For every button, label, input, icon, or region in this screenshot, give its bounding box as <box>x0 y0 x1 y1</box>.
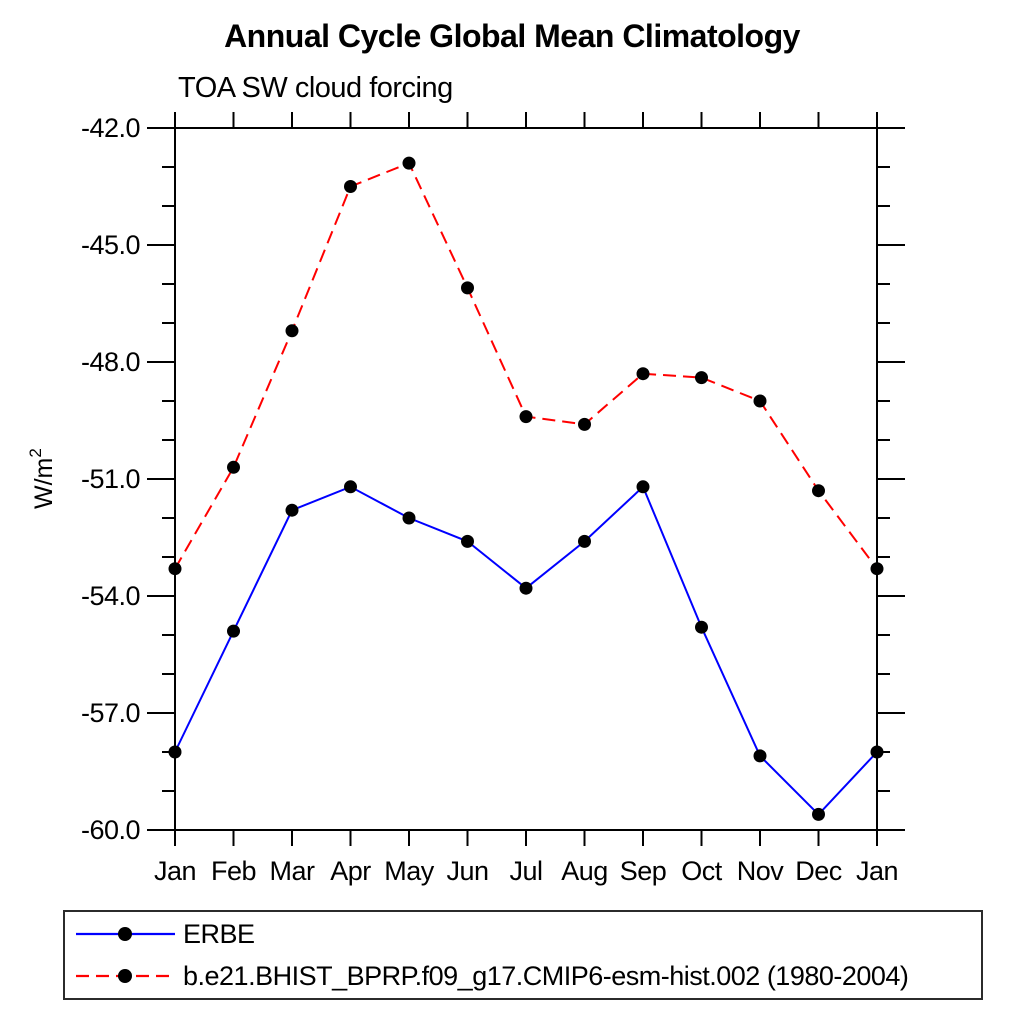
legend-line-sample-solid <box>76 927 175 941</box>
svg-text:Oct: Oct <box>681 856 723 886</box>
legend-item-model: b.e21.BHIST_BPRP.f09_g17.CMIP6-esm-hist.… <box>65 955 981 997</box>
legend-label-model: b.e21.BHIST_BPRP.f09_g17.CMIP6-esm-hist.… <box>183 960 909 991</box>
svg-text:Nov: Nov <box>737 856 785 886</box>
svg-text:Jan: Jan <box>154 856 196 886</box>
svg-text:May: May <box>384 856 435 886</box>
svg-text:-54.0: -54.0 <box>81 581 140 611</box>
svg-text:Mar: Mar <box>270 856 316 886</box>
svg-text:W/m2: W/m2 <box>26 448 58 509</box>
svg-text:-48.0: -48.0 <box>81 347 140 377</box>
svg-text:Aug: Aug <box>561 856 608 886</box>
svg-text:Dec: Dec <box>795 856 842 886</box>
svg-text:-60.0: -60.0 <box>81 815 140 845</box>
legend-item-erbe: ERBE <box>65 913 981 955</box>
chart-title: Annual Cycle Global Mean Climatology <box>224 18 800 54</box>
chart-subtitle: TOA SW cloud forcing <box>178 72 453 104</box>
svg-text:Feb: Feb <box>211 856 256 886</box>
svg-text:-42.0: -42.0 <box>81 113 140 143</box>
legend-label-erbe: ERBE <box>183 918 255 949</box>
legend: ERBE b.e21.BHIST_BPRP.f09_g17.CMIP6-esm-… <box>63 910 983 1000</box>
svg-text:Apr: Apr <box>330 856 371 886</box>
legend-line-sample-dashed <box>76 969 175 983</box>
svg-text:Jan: Jan <box>856 856 898 886</box>
svg-text:-57.0: -57.0 <box>81 698 140 728</box>
svg-text:-51.0: -51.0 <box>81 464 140 494</box>
svg-text:Jun: Jun <box>446 856 488 886</box>
svg-text:Sep: Sep <box>620 856 667 886</box>
svg-text:Jul: Jul <box>509 856 542 886</box>
svg-text:-45.0: -45.0 <box>81 230 140 260</box>
